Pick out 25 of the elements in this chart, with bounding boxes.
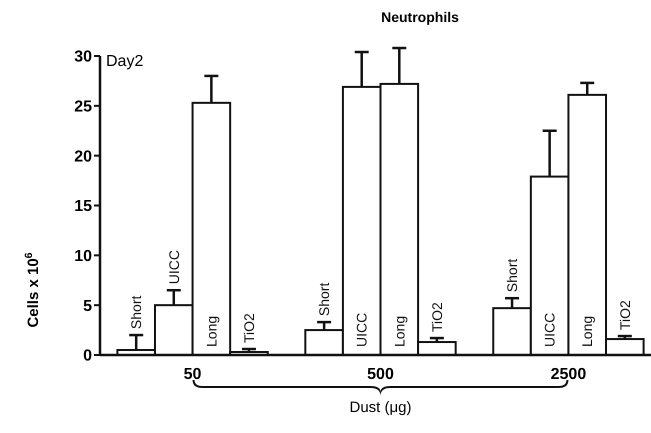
text: Short (504, 258, 520, 292)
text: UICC (166, 250, 182, 284)
text: Short (128, 296, 144, 330)
series-label: UICC (354, 312, 370, 347)
y-tick-label: 30 (74, 48, 92, 66)
x-tick-label: 500 (367, 366, 394, 383)
text: Long (391, 316, 408, 347)
y-tick-label: 25 (74, 98, 92, 116)
y-tick-label: 5 (83, 298, 92, 315)
x-tick-label: 2500 (550, 366, 586, 383)
x-axis-title: Dust (μg) (350, 399, 412, 416)
y-tick-label: 0 (83, 348, 92, 365)
y-tick-label: 10 (74, 248, 92, 265)
chart-title: Neutrophils (381, 9, 460, 25)
text: Short (316, 282, 332, 316)
text: UICC (542, 312, 558, 347)
y-tick-label: 20 (74, 148, 92, 166)
x-tick-label: 50 (184, 366, 202, 383)
text: TiO2 (616, 300, 633, 330)
annotation: Day2 (106, 53, 144, 70)
text: TiO2 (240, 312, 257, 344)
y-tick-label: 15 (74, 198, 92, 216)
series-label: Long (203, 316, 220, 347)
text: TiO2 (428, 302, 445, 332)
text: Long (579, 316, 596, 347)
